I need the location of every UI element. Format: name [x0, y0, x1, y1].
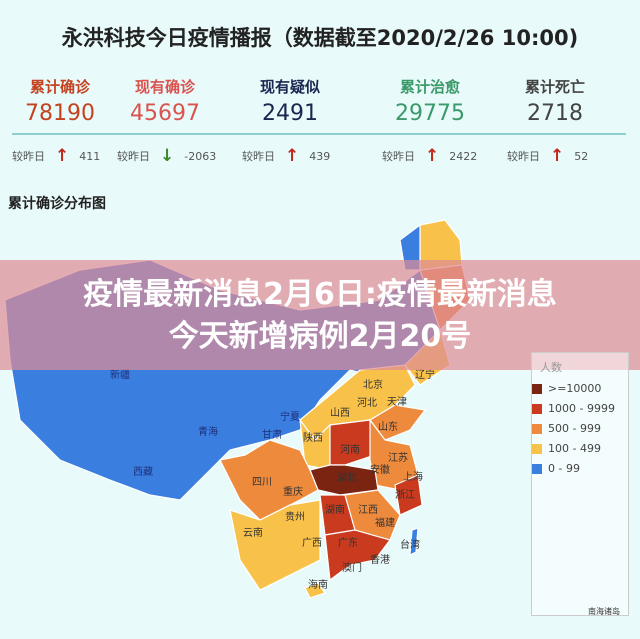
- region-southwest: [229, 499, 321, 591]
- province-label-shandong[interactable]: 山东: [378, 420, 398, 433]
- map-legend: 人数 >=10000 1000 - 9999 500 - 999 100 - 499 0…: [531, 352, 629, 616]
- stat-0: 累计确诊 78190: [0, 76, 120, 126]
- region-hubei: [309, 464, 379, 496]
- province-label-liaoning[interactable]: 辽宁: [415, 368, 435, 381]
- delta-label: 较昨日: [507, 150, 540, 163]
- legend-item[interactable]: 0 - 99: [532, 460, 628, 477]
- province-label-jiangsu[interactable]: 江苏: [388, 451, 408, 464]
- province-label-beijing[interactable]: 北京: [363, 378, 383, 391]
- delta-label: 较昨日: [117, 150, 150, 163]
- stat-delta: 较昨日 ↓ -2063: [117, 146, 216, 166]
- south-china-sea-inset-label: 南海诸岛: [588, 607, 620, 616]
- province-label-zhejiang[interactable]: 浙江: [395, 489, 415, 501]
- stat-value: 29775: [395, 101, 465, 126]
- legend-label: 500 - 999: [548, 422, 601, 435]
- region-guangdong: [324, 529, 392, 582]
- province-label-xizang[interactable]: 西藏: [133, 466, 153, 478]
- province-label-taiwan[interactable]: 台湾: [400, 538, 420, 551]
- delta-value: 411: [79, 149, 101, 163]
- stat-3: 累计治愈 29775: [370, 76, 490, 126]
- legend-item[interactable]: 100 - 499: [532, 440, 628, 457]
- delta-value: -2063: [184, 149, 217, 163]
- stat-label: 现有确诊: [134, 78, 195, 96]
- province-label-guangdong[interactable]: 广东: [338, 536, 358, 549]
- legend-item[interactable]: 500 - 999: [532, 420, 628, 437]
- province-label-ningxia[interactable]: 宁夏: [280, 410, 300, 423]
- stat-label: 累计确诊: [29, 78, 90, 96]
- region-hainan: [304, 582, 326, 599]
- legend-label: 100 - 499: [548, 442, 601, 455]
- province-label-hainan[interactable]: 海南: [308, 578, 328, 591]
- legend-item[interactable]: 1000 - 9999: [532, 400, 628, 417]
- province-label-henan[interactable]: 河南: [340, 443, 360, 456]
- legend-swatch: [532, 443, 542, 454]
- page-title: 永洪科技今日疫情播报（数据截至2020/2/26 10:00): [61, 26, 579, 50]
- region-henan: [329, 419, 376, 466]
- map-title: 累计确诊分布图: [8, 196, 106, 212]
- legend-swatch: [532, 463, 542, 474]
- province-label-xinjiang[interactable]: 新疆: [110, 368, 130, 381]
- province-label-qinghai[interactable]: 青海: [198, 425, 218, 438]
- delta-value: 2422: [449, 149, 478, 163]
- delta-label: 较昨日: [12, 150, 45, 163]
- legend-item[interactable]: >=10000: [532, 380, 628, 397]
- province-label-tianjin[interactable]: 天津: [387, 396, 407, 408]
- stat-label: 现有疑似: [259, 78, 320, 96]
- legend-title: 人数: [540, 361, 562, 374]
- arrow-up-icon: ↑: [550, 146, 565, 166]
- legend-label: >=10000: [548, 382, 602, 395]
- legend-label: 0 - 99: [548, 462, 580, 475]
- province-label-gansu[interactable]: 甘肃: [262, 428, 282, 441]
- province-label-hubei[interactable]: 湖北: [337, 472, 357, 484]
- province-label-anhui[interactable]: 安徽: [370, 463, 390, 476]
- headline-line2: 今天新增病例2月20号: [168, 319, 472, 354]
- stat-delta: 较昨日 ↑ 52: [507, 146, 588, 166]
- legend-swatch: [532, 423, 542, 434]
- arrow-up-icon: ↑: [285, 146, 300, 166]
- province-label-guizhou[interactable]: 贵州: [285, 510, 305, 523]
- stat-delta: 较昨日 ↑ 411: [12, 146, 100, 166]
- province-label-yunnan[interactable]: 云南: [243, 526, 263, 539]
- province-label-jiangxi[interactable]: 江西: [358, 504, 378, 516]
- region-taiwan: [409, 527, 419, 557]
- legend-swatch: [532, 383, 542, 394]
- headline-overlay: 疫情最新消息2月6日:疫情最新消息 今天新增病例2月20号: [0, 260, 640, 370]
- legend-swatch: [532, 403, 542, 414]
- stat-4: 累计死亡 2718: [495, 76, 615, 126]
- province-label-fujian[interactable]: 福建: [375, 516, 395, 529]
- delta-label: 较昨日: [382, 150, 415, 163]
- delta-value: 52: [574, 149, 589, 163]
- arrow-down-icon: ↓: [160, 146, 175, 166]
- stat-label: 累计死亡: [524, 78, 585, 96]
- stat-value: 2718: [527, 101, 583, 126]
- stat-value: 78190: [25, 101, 95, 126]
- province-label-chongqing[interactable]: 重庆: [283, 485, 303, 498]
- divider: [12, 133, 626, 135]
- region-sichuan: [219, 439, 319, 521]
- stat-value: 45697: [130, 101, 200, 126]
- province-label-xianggang[interactable]: 香港: [370, 554, 390, 566]
- stat-delta: 较昨日 ↑ 439: [242, 146, 330, 166]
- province-label-hunan[interactable]: 湖南: [325, 503, 345, 516]
- stat-label: 累计治愈: [399, 78, 460, 96]
- stat-value: 2491: [262, 101, 318, 126]
- stat-1: 现有确诊 45697: [105, 76, 225, 126]
- delta-value: 439: [309, 149, 331, 163]
- province-label-shanghai[interactable]: 上海: [403, 470, 423, 483]
- region-zhejiang: [394, 474, 423, 516]
- headline-line1: 疫情最新消息2月6日:疫情最新消息: [83, 277, 557, 312]
- stat-delta: 较昨日 ↑ 2422: [382, 146, 477, 166]
- arrow-up-icon: ↑: [55, 146, 70, 166]
- legend-label: 1000 - 9999: [548, 402, 615, 415]
- stat-2: 现有疑似 2491: [230, 76, 350, 126]
- province-label-shanxi[interactable]: 山西: [330, 407, 350, 419]
- province-label-aomen[interactable]: 澳门: [342, 561, 362, 574]
- province-label-guangxi[interactable]: 广西: [302, 537, 322, 549]
- province-label-shaanxi[interactable]: 陕西: [303, 431, 323, 444]
- delta-label: 较昨日: [242, 150, 275, 163]
- arrow-up-icon: ↑: [425, 146, 440, 166]
- province-label-sichuan[interactable]: 四川: [252, 477, 272, 488]
- province-label-hebei[interactable]: 河北: [357, 397, 377, 409]
